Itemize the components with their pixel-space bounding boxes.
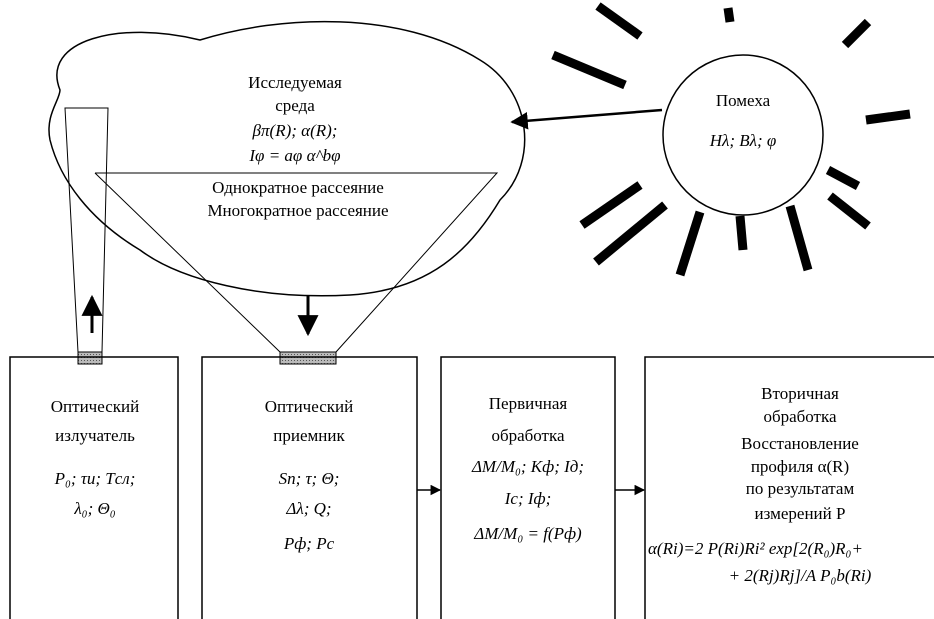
noise-title: Помеха <box>716 91 771 110</box>
block-text: ΔM/M₀; Kф; Iд; <box>471 457 584 476</box>
block-text: Первичная <box>489 394 568 413</box>
block-text: Оптический <box>265 397 353 416</box>
block-text: по результатам <box>746 479 855 498</box>
block-text: α(Ri)=2 P(Ri)Ri² exp[2(R₀)R₀+ <box>648 539 863 558</box>
block-text: излучатель <box>55 426 135 445</box>
noise-source <box>662 54 824 216</box>
block-text: Pф; Pc <box>283 534 335 553</box>
block-text: Восстановление <box>741 434 859 453</box>
block-text: обработка <box>491 426 565 445</box>
block-text: ΔM/M₀ = f(Pф) <box>473 524 582 543</box>
block <box>201 356 418 619</box>
block-text: Вторичная <box>761 384 839 403</box>
block <box>644 356 934 619</box>
block-texts: Оптический излучатель P₀; τи; Tсл; λ₀; Θ₀ Оп… <box>51 384 872 585</box>
block-text: Ic; Iф; <box>504 489 552 508</box>
cloud <box>48 20 526 297</box>
cloud-text: среда <box>275 96 315 115</box>
block-text: приемник <box>273 426 345 445</box>
noise-arrow <box>510 108 663 130</box>
block-text: профиля α(R) <box>751 457 849 476</box>
block-text: + 2(Rj)Rj]/A P₀b(Ri) <box>729 566 872 585</box>
block-text: измерений P <box>755 504 846 523</box>
receive-cone <box>94 172 499 353</box>
cloud-text: βπ(R); α(R); <box>252 121 338 140</box>
receiver-window <box>279 351 337 365</box>
block-text: Δλ; Q; <box>285 499 331 518</box>
block-text: P₀; τи; Tсл; <box>54 469 136 488</box>
block <box>440 356 616 619</box>
scattering-text: Однократное рассеяние <box>212 178 384 197</box>
block-text: Оптический <box>51 397 139 416</box>
noise-params: Hλ; Bλ; φ <box>709 131 777 150</box>
cloud-text: Исследуемая <box>248 73 342 92</box>
block-text: обработка <box>763 407 837 426</box>
scattering-text: Многократное рассеяние <box>207 201 388 220</box>
block <box>9 356 179 619</box>
sun-rays <box>551 2 911 277</box>
cloud-text: Iφ = aφ α^bφ <box>248 146 340 165</box>
block-text: Sп; τ; Θ; <box>279 469 340 488</box>
beam <box>64 107 109 353</box>
emitter-window <box>77 351 103 365</box>
block-text: λ₀; Θ₀ <box>73 499 115 518</box>
